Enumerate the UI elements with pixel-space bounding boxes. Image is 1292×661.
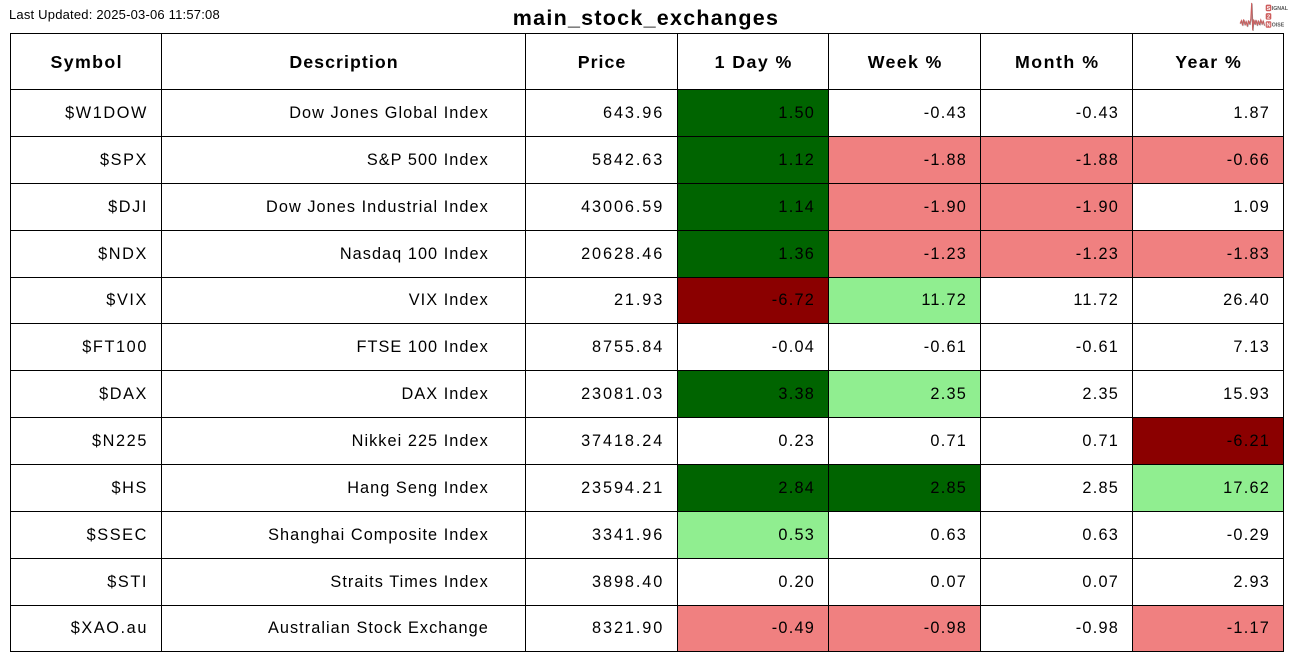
svg-text:N: N [1266, 22, 1270, 28]
svg-text:S: S [1267, 6, 1271, 12]
svg-text:2: 2 [1267, 14, 1270, 20]
svg-text:OISE: OISE [1272, 23, 1285, 29]
svg-text:IGNAL: IGNAL [1272, 6, 1289, 12]
